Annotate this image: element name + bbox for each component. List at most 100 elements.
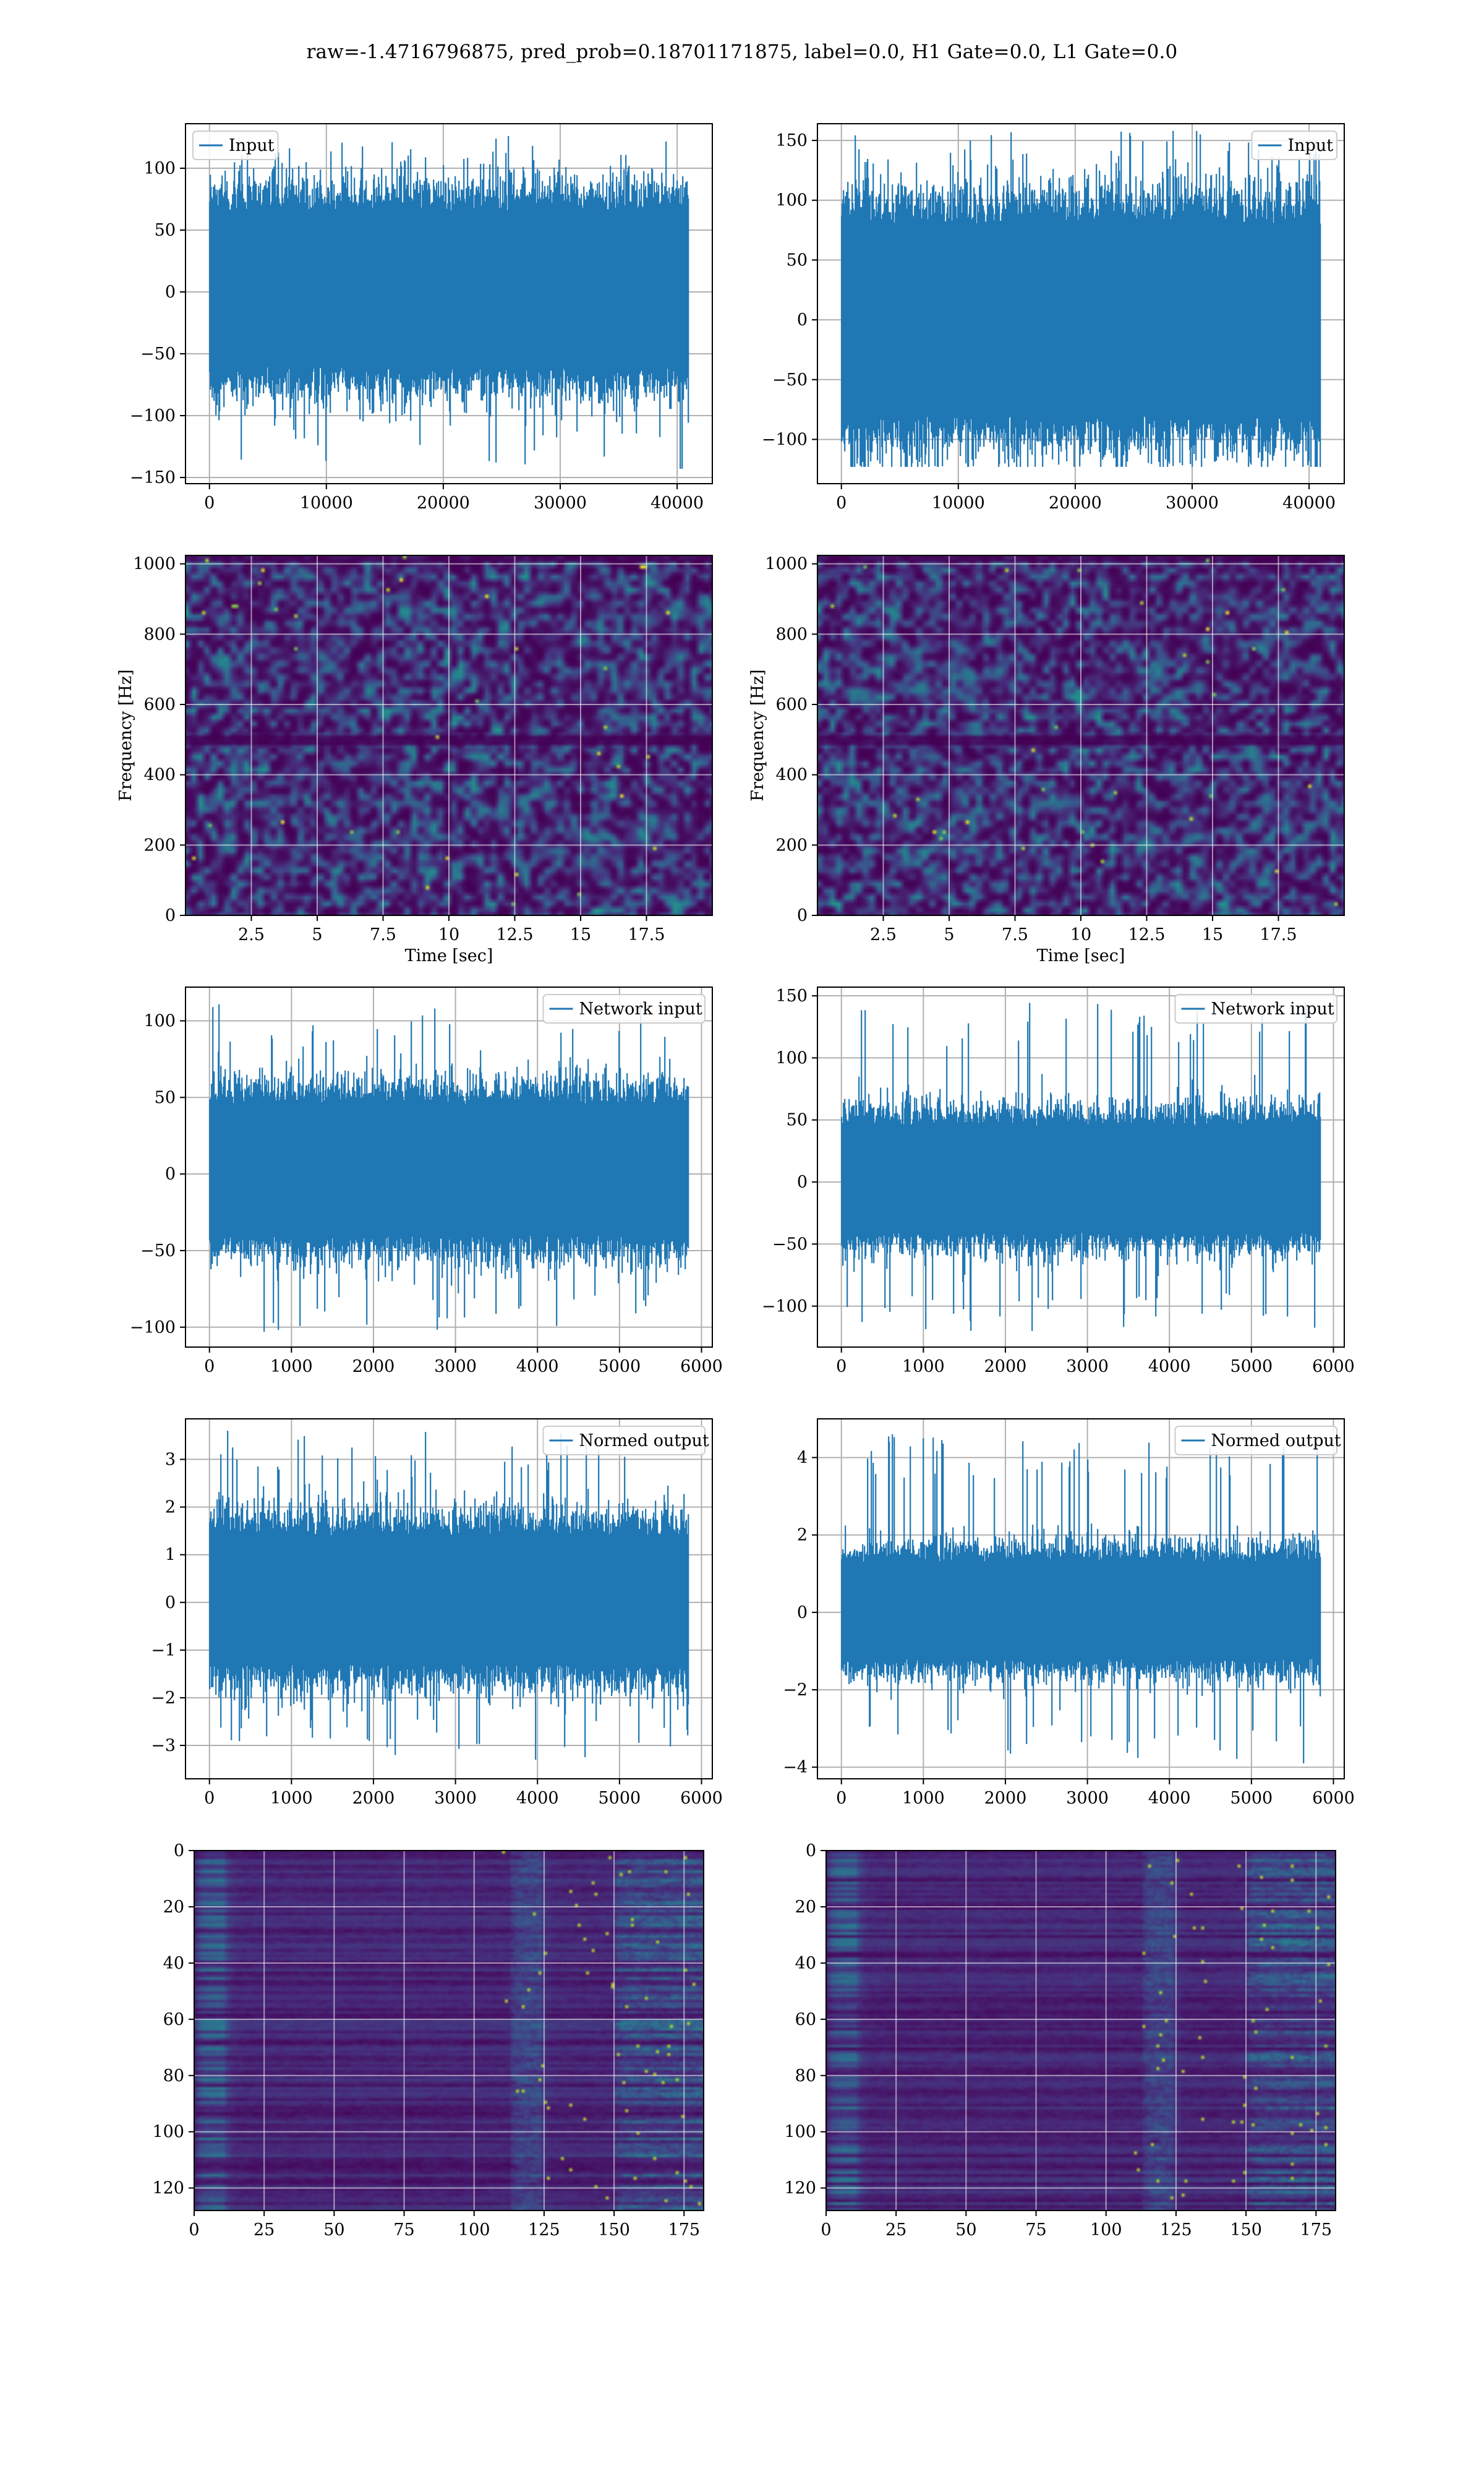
spec_l1-frame: [817, 555, 1345, 916]
net_l1-ytick-label-3: 50: [787, 1111, 808, 1130]
spec_l1-xtick-label-2: 7.5: [1002, 925, 1028, 944]
feat_l1-heatmap-image: [826, 1851, 1336, 2211]
input_h1-xtick-label-2: 20000: [417, 494, 470, 513]
feat_l1-ytick-label-2: 40: [795, 1954, 816, 1973]
spec_h1-frame: [185, 555, 713, 916]
feat_l1-xtick-label-5: 125: [1160, 2220, 1192, 2240]
norm_h1-xtick-label-4: 4000: [516, 1789, 559, 1808]
input_h1-legend: Input: [192, 131, 279, 160]
input_l1-ytick-label-1: −50: [772, 370, 808, 390]
feat_h1-xtick-label-1: 25: [254, 2220, 275, 2240]
spec_h1-xtick-label-6: 17.5: [628, 925, 665, 944]
net_h1-ytick-label-0: −100: [130, 1318, 176, 1337]
input_h1-ytick-label-5: 100: [143, 159, 176, 178]
spec_l1-ytick-label-1: 200: [775, 836, 808, 855]
norm_l1-ytick-label-2: 0: [797, 1603, 808, 1622]
net_l1-legend: Network input: [1174, 994, 1337, 1024]
input_l1-xtick-label-1: 10000: [932, 494, 985, 513]
net_l1-ytick-label-4: 100: [775, 1048, 808, 1068]
net_l1-ytick-label-1: −50: [772, 1235, 808, 1254]
spec_h1-ytick-label-4: 800: [143, 625, 176, 644]
norm_l1-xtick-label-0: 0: [836, 1789, 846, 1808]
net_h1-xtick-label-3: 3000: [434, 1357, 477, 1376]
feat_l1-xtick-label-6: 150: [1230, 2220, 1262, 2240]
input_l1-axes: 0 10000 20000 30000 40000 −100 −50 0 50 100 150 Inp…: [762, 123, 1345, 513]
spec_l1-ytick-label-3: 600: [775, 695, 808, 714]
spec_l1-xtick-label-0: 2.5: [870, 925, 897, 944]
feat_h1-heatmap-image: [194, 1851, 704, 2211]
spec_l1-ytick-label-5: 1000: [765, 555, 808, 574]
spec_l1-xlabel: Time [sec]: [1037, 946, 1125, 965]
norm_l1-xtick-label-2: 2000: [984, 1789, 1027, 1808]
norm_l1-legend-box: [1174, 1426, 1337, 1455]
input_h1-xtick-label-0: 0: [204, 494, 215, 513]
input_l1-frame: [817, 123, 1345, 484]
spec_l1-ytick-label-2: 400: [775, 766, 808, 785]
norm_l1-legend: Normed output: [1174, 1426, 1341, 1455]
feat_h1-axes: 0 25 50 75 100 125 150 175 0 20 40 60 80 100 120: [152, 1841, 704, 2240]
norm_l1-xtick-label-1: 1000: [902, 1789, 945, 1808]
net_h1-xtick-label-0: 0: [204, 1357, 215, 1376]
net_l1-xtick-label-5: 5000: [1230, 1357, 1273, 1376]
spec_h1-xtick-label-5: 15: [570, 925, 591, 944]
norm_l1-ytick-label-4: 4: [797, 1449, 808, 1468]
spec_h1-xlabel: Time [sec]: [405, 946, 493, 965]
norm_h1-ytick-label-1: −2: [151, 1689, 176, 1708]
norm_h1-xtick-label-1: 1000: [270, 1789, 313, 1808]
input_l1-xtick-label-4: 40000: [1282, 494, 1336, 513]
input_l1-legend-label: Input: [1288, 136, 1334, 155]
input_l1-ytick-label-3: 50: [787, 250, 808, 270]
input_l1-xtick-label-0: 0: [836, 494, 846, 513]
input_l1-xtick-label-2: 20000: [1049, 494, 1102, 513]
input_h1-legend-box: [192, 131, 279, 160]
norm_h1-axes: 0 1000 2000 3000 4000 5000 6000 −3 −2 −1 0 1 2 3 Norme…: [151, 1418, 723, 1808]
input_l1-xtick-label-3: 30000: [1166, 494, 1219, 513]
norm_l1-xtick-label-3: 3000: [1066, 1789, 1109, 1808]
feat_l1-xtick-label-4: 100: [1090, 2220, 1122, 2240]
net_h1-legend-label: Network input: [579, 999, 702, 1019]
figure-title: raw=-1.4716796875, pred_prob=0.187011718…: [306, 41, 1178, 63]
norm_l1-xtick-label-4: 4000: [1148, 1789, 1191, 1808]
feat_h1-ytick-label-4: 80: [163, 2066, 184, 2086]
spec_h1-xtick-label-1: 5: [312, 925, 322, 944]
net_l1-xtick-label-0: 0: [836, 1357, 846, 1376]
spec_h1-axes: 2.5 5 7.5 10 12.5 15 17.5 0 200 400 600 800 1000 Time…: [116, 555, 713, 965]
feat_l1-axes: 0 25 50 75 100 125 150 175 0 20 40 60 80 100 120: [784, 1841, 1336, 2240]
spec_h1-xtick-label-3: 10: [438, 925, 459, 944]
norm_l1-ytick-label-0: −4: [783, 1758, 808, 1777]
feat_h1-ytick-label-2: 40: [163, 1954, 184, 1973]
feat_h1-ytick-label-5: 100: [152, 2123, 184, 2142]
feat_l1-ytick-label-5: 100: [784, 2123, 816, 2142]
spec_h1-xtick-label-4: 12.5: [496, 925, 533, 944]
net_l1-axes: 0 1000 2000 3000 4000 5000 6000 −100 −50 0 50 100 15…: [762, 987, 1355, 1376]
input_h1-series-line: [209, 136, 689, 469]
input_h1-ytick-label-0: −150: [130, 468, 176, 487]
net_l1-frame: [817, 987, 1345, 1348]
norm_h1-ytick-label-4: 1: [165, 1546, 176, 1565]
net_h1-ytick-label-2: 0: [165, 1165, 176, 1184]
spec_l1-ytick-label-0: 0: [797, 906, 808, 925]
feat_h1-ytick-label-3: 60: [163, 2010, 184, 2029]
spec_l1-ytick-label-4: 800: [775, 625, 808, 644]
feat_l1-frame: [825, 1850, 1336, 2211]
spec_h1-ytick-label-0: 0: [165, 906, 176, 925]
norm_h1-xtick-label-6: 6000: [680, 1789, 723, 1808]
feat_h1-xtick-label-4: 100: [458, 2220, 490, 2240]
norm_h1-ytick-label-2: −1: [151, 1641, 176, 1660]
feat_l1-xtick-label-3: 75: [1025, 2220, 1046, 2240]
norm_l1-frame: [817, 1418, 1345, 1779]
input_h1-ytick-label-1: −100: [130, 406, 176, 426]
spec_l1-ylabel: Frequency [Hz]: [748, 669, 767, 801]
feat_h1-xtick-label-2: 50: [323, 2220, 344, 2240]
input_l1-series-line: [841, 131, 1321, 467]
feat_h1-xtick-label-0: 0: [189, 2220, 199, 2240]
feat_h1-ytick-label-6: 120: [152, 2179, 184, 2198]
feat_h1-ytick-label-1: 20: [163, 1898, 184, 1917]
net_l1-legend-label: Network input: [1211, 999, 1334, 1019]
norm_l1-axes: 0 1000 2000 3000 4000 5000 6000 −4 −2 0 2 4 Normed o…: [783, 1418, 1355, 1808]
input_h1-xtick-label-1: 10000: [300, 494, 353, 513]
feat_l1-xtick-label-0: 0: [821, 2220, 831, 2240]
net_h1-legend: Network input: [542, 994, 706, 1024]
feat_l1-ytick-label-0: 0: [806, 1841, 816, 1860]
